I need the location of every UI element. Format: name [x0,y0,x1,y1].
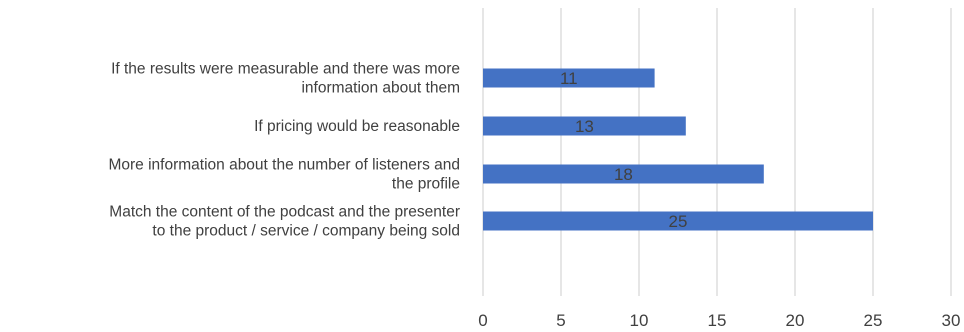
bar-3 [483,164,764,184]
gridlines [482,8,952,296]
data-label-2: 13 [575,117,594,136]
category-label-3-line-1: More information about the number of lis… [108,157,460,174]
category-label-4-line-1: Match the content of the podcast and the… [109,204,460,221]
x-axis-ticks: 0 5 10 15 20 25 30 [478,311,960,330]
bar-1 [483,68,655,88]
category-label-1-line-2: information about them [301,80,460,97]
data-labels: 11 13 18 25 [560,69,687,231]
x-tick-label-25: 25 [864,311,883,330]
bar-4 [483,211,873,231]
category-label-3-line-2: the profile [392,176,460,193]
x-tick-label-30: 30 [942,311,961,330]
x-tick-label-20: 20 [786,311,805,330]
x-tick-label-5: 5 [556,311,565,330]
category-labels: If the results were measurable and there… [108,61,460,240]
data-label-3: 18 [614,165,633,184]
category-label-4-line-2: to the product / service / company being… [152,223,460,240]
x-tick-label-15: 15 [708,311,727,330]
x-tick-label-10: 10 [630,311,649,330]
category-label-1-line-1: If the results were measurable and there… [111,61,460,78]
category-label-2-line-1: If pricing would be reasonable [254,118,460,135]
bars [483,68,873,231]
bar-2 [483,116,686,136]
x-tick-label-0: 0 [478,311,487,330]
data-label-4: 25 [669,212,688,231]
data-label-1: 11 [560,69,578,88]
